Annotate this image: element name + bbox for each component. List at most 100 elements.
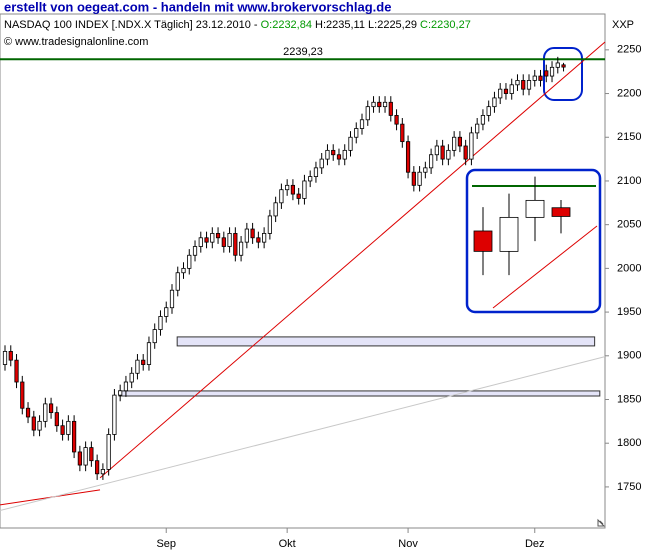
candle-body [267,215,272,234]
y-tick-label: 2250 [617,44,641,56]
candle-body [135,359,140,374]
copyright: © www.tradesignalonline.com [4,36,148,48]
candle-body [308,176,313,182]
candle-body [256,237,261,243]
resize-icon [597,518,606,527]
candle-body [319,158,324,169]
candle-body [290,184,296,195]
candle-body [112,394,117,435]
candle-body [388,101,393,116]
candle-body [555,62,560,68]
candle-body [296,193,301,199]
candle-body [83,447,88,466]
candle-body [434,145,439,156]
y-tick-label: 2050 [617,219,641,231]
candle-body [348,136,353,151]
candle-body [480,115,486,125]
x-tick-label: Okt [279,538,296,550]
candle-body [446,149,451,160]
candle-body [354,128,359,138]
candle-body [394,115,399,125]
candle-body [215,233,221,239]
y-tick-label: 2000 [617,262,641,274]
candle-body [429,154,434,169]
candle-body [371,101,376,108]
candle-body [141,359,146,365]
candle-body [411,171,416,186]
candle-body [77,451,82,466]
candle-body [486,106,491,116]
candle-body [238,241,244,256]
candle-body [31,416,36,431]
symbol-text: NASDAQ 100 INDEX [.NDX.X Täglich] 23.12.… [4,19,258,31]
candle-body [2,351,8,365]
x-tick-label: Sep [156,538,176,550]
candle-body [100,469,105,475]
candle-body [382,101,388,108]
candle-body [561,64,566,68]
candle-body [457,136,462,147]
candle-body [198,237,203,247]
candle-body [549,66,555,77]
y-tick-label: 1900 [617,350,641,362]
candle-body [279,189,284,204]
y-tick-label: 1950 [617,306,641,318]
candle-body [342,149,347,160]
trendline [99,41,606,479]
candle-body [192,246,198,256]
candle-body [187,254,192,269]
candle-body [158,316,163,330]
page-title: erstellt von oegeat.com - handeln mit ww… [4,0,391,14]
candle-body [498,88,503,99]
candle-body [244,228,249,243]
support-zone [118,390,601,397]
y-tick-label: 2150 [617,131,641,143]
candle-body [54,412,59,427]
candle-body [452,136,457,151]
candle-body [440,145,445,160]
zoom-trendline [492,225,598,309]
candle-body [48,403,54,414]
candle-body [538,75,543,81]
candle-body [331,149,336,156]
candle-body [233,233,238,256]
candle-body [469,132,474,160]
candle-body [302,180,307,199]
candle-body [210,233,215,243]
candle-body [20,381,25,409]
high-low-label: H:2235,11 L:2225,29 [315,19,417,31]
candle-body [503,88,509,94]
candle-body [89,447,94,462]
candle-body [181,267,186,274]
candle-body [325,149,330,160]
y-tick-label: 2100 [617,175,641,187]
level-label: 2239,23 [283,46,323,58]
candle-body [250,228,255,239]
candle-body [405,141,411,173]
candle-body [169,289,175,309]
candle-body [95,460,100,475]
y-tick-label: 1850 [617,393,641,405]
candle-body [509,84,514,94]
candle-body [532,75,537,81]
candle-body [37,420,42,431]
y-tick-label: 2200 [617,87,641,99]
candle-body [521,80,526,90]
candle-body [14,359,19,383]
candle-body [175,272,180,291]
close-label: C:2230,27 [420,19,471,31]
x-tick-label: Dez [525,538,545,550]
candle-body [525,199,545,218]
y-tick-label: 1800 [617,437,641,449]
candle-body [221,237,226,247]
open-label: O:2232,84 [261,19,312,31]
candle-body [400,123,405,143]
candle-body [526,80,532,90]
candle-body [423,167,428,173]
y-tick-label: 1750 [617,481,641,493]
candle-body [123,381,129,392]
candle-body [60,425,65,435]
candle-body [204,237,209,243]
candle-body [25,407,31,418]
candle-body [164,307,169,317]
